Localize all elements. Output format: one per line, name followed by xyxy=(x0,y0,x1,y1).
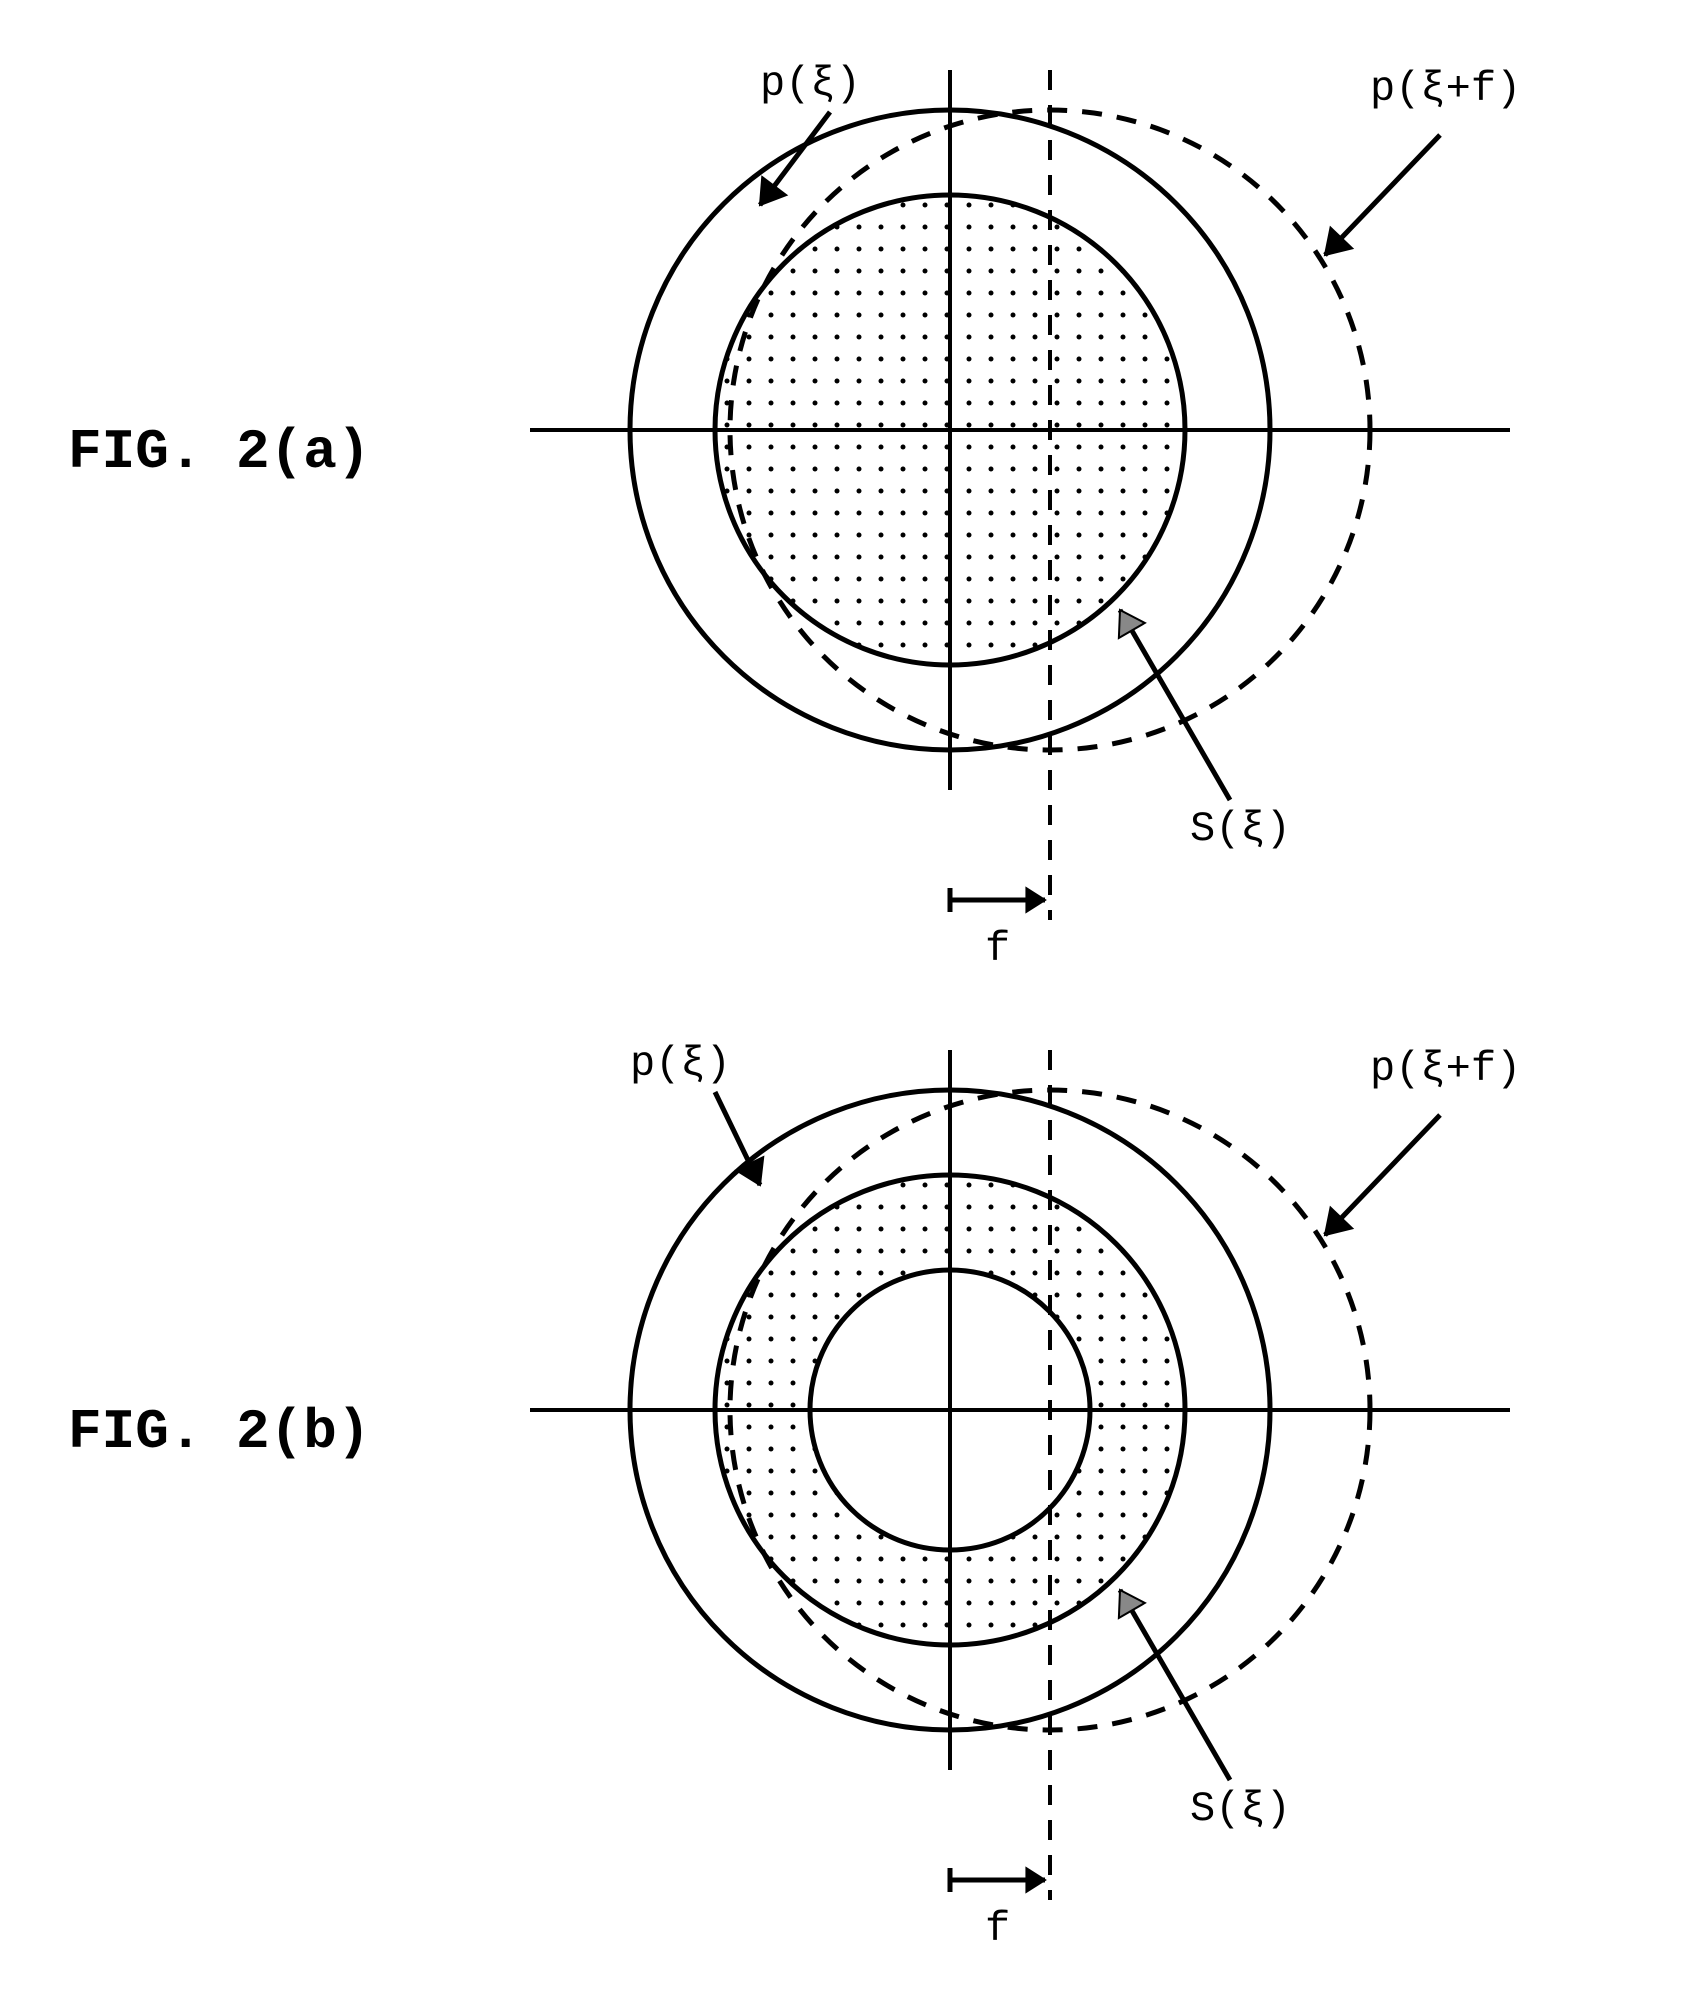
svg-text:S(ξ): S(ξ) xyxy=(1190,1785,1291,1833)
svg-text:S(ξ): S(ξ) xyxy=(1190,805,1291,853)
svg-text:p(ξ): p(ξ) xyxy=(760,60,861,108)
svg-text:p(ξ): p(ξ) xyxy=(630,1040,731,1088)
figure-2a-label: FIG. 2(a) xyxy=(68,420,370,484)
figure-2b-label: FIG. 2(b) xyxy=(68,1400,370,1464)
figure-2b-diagram: f p(ξ) p(ξ+f) S(ξ) xyxy=(430,1020,1630,1970)
figure-2a-diagram: f p(ξ) p(ξ+f) S(ξ) xyxy=(430,40,1630,990)
svg-text:f: f xyxy=(985,1905,1010,1953)
svg-text:p(ξ+f): p(ξ+f) xyxy=(1370,1045,1521,1093)
svg-text:p(ξ+f): p(ξ+f) xyxy=(1370,65,1521,113)
svg-text:f: f xyxy=(985,925,1010,973)
